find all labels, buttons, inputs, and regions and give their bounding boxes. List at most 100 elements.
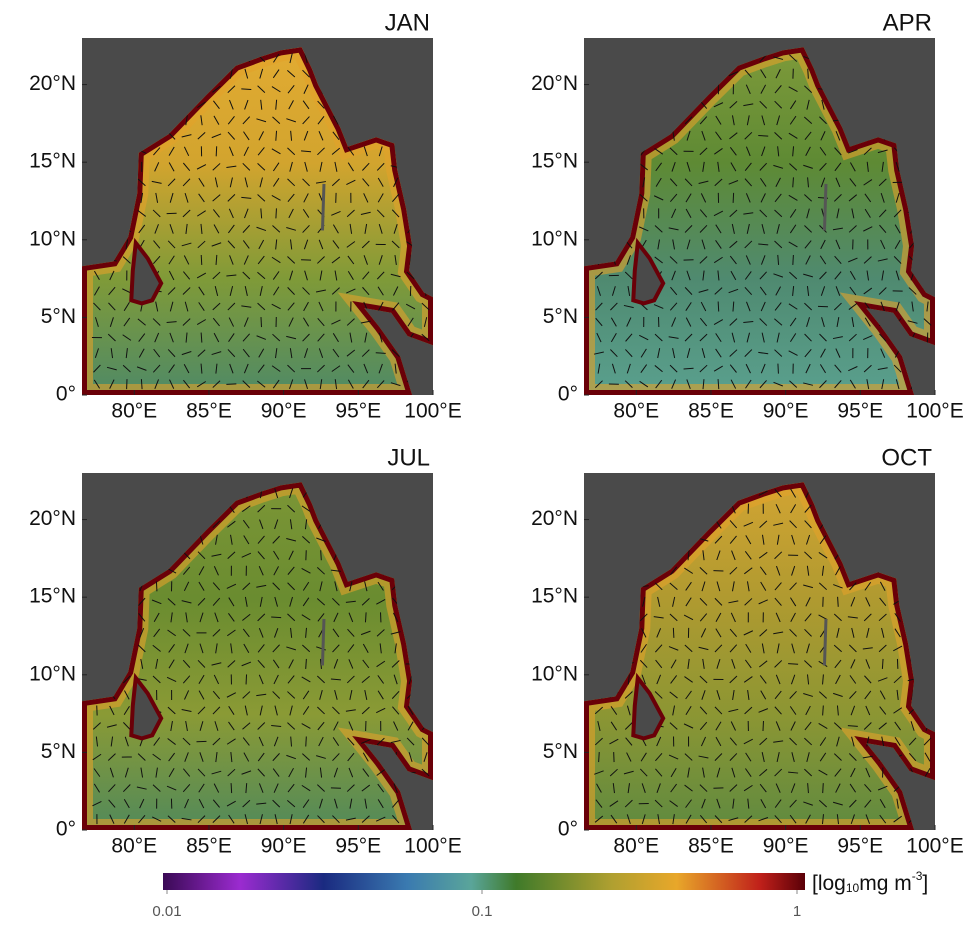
x-tick-label: 80°E [613, 400, 659, 423]
current-vector [669, 147, 678, 156]
current-vector [745, 535, 752, 545]
current-vector [290, 130, 293, 141]
current-vector [393, 674, 398, 685]
current-vector [864, 675, 872, 684]
current-vector [243, 317, 249, 327]
current-vector [287, 147, 296, 156]
current-vector [315, 181, 326, 184]
current-vector [863, 256, 872, 264]
current-vector [893, 707, 903, 714]
current-vector [274, 519, 279, 530]
current-vector [728, 817, 739, 821]
current-vector [777, 363, 779, 374]
x-tick-label: 85°E [186, 835, 232, 858]
current-vector [305, 736, 307, 747]
current-vector [361, 598, 370, 606]
x-tick-label: 95°E [335, 400, 381, 423]
current-vector [319, 690, 323, 700]
y-tick-label: 10°N [531, 227, 578, 250]
current-vector [761, 752, 765, 763]
current-vector [227, 768, 236, 777]
current-vector [227, 349, 236, 358]
current-vector [863, 287, 873, 295]
current-vector [790, 783, 796, 793]
current-vector [256, 802, 267, 805]
x-tick-label: 90°E [763, 835, 809, 858]
current-vector [271, 365, 281, 372]
current-vector [347, 644, 355, 653]
current-vector [302, 597, 310, 607]
current-vector [319, 161, 323, 172]
current-vector [774, 768, 783, 777]
current-vector [185, 612, 188, 623]
island [822, 183, 828, 231]
current-vector [152, 255, 161, 265]
current-vector [821, 565, 825, 576]
current-vector [611, 286, 616, 296]
current-vector [272, 799, 281, 808]
x-tick-label: 80°E [111, 400, 157, 423]
current-vector [743, 738, 753, 745]
current-vector [760, 84, 767, 94]
current-vector [701, 130, 706, 141]
current-vector [301, 723, 311, 729]
current-vector [286, 754, 296, 760]
current-vector [851, 208, 855, 219]
current-vector [256, 693, 267, 697]
current-vector [168, 768, 175, 778]
current-vector [364, 223, 368, 234]
current-vector [774, 85, 782, 94]
current-vector [609, 800, 619, 807]
current-vector [774, 582, 782, 591]
current-vector [626, 317, 632, 327]
current-vector [717, 301, 720, 312]
current-vector [594, 770, 604, 775]
current-vector [638, 226, 649, 232]
current-vector [821, 99, 825, 110]
current-vector [670, 659, 677, 669]
current-vector [407, 721, 414, 731]
current-vector [332, 224, 339, 234]
current-vector [257, 752, 265, 762]
current-vector [774, 209, 783, 218]
current-vector [758, 708, 769, 713]
current-vector [183, 581, 190, 592]
current-vector [833, 644, 842, 653]
current-vector [896, 689, 899, 700]
current-vector [731, 223, 735, 234]
current-vector [758, 599, 769, 605]
current-vector [274, 627, 279, 638]
current-vector [290, 627, 293, 638]
current-vector [274, 814, 278, 825]
current-vector [847, 149, 858, 154]
current-vector [806, 285, 810, 297]
current-vector [744, 567, 753, 575]
current-vector [286, 335, 297, 340]
current-vector [123, 705, 130, 715]
current-vector [304, 519, 308, 530]
current-vector [671, 270, 676, 281]
current-vector [849, 162, 856, 172]
current-vector [302, 100, 310, 110]
current-vector [258, 628, 264, 638]
current-vector [394, 254, 397, 265]
current-vector [732, 301, 735, 312]
current-vector [227, 520, 236, 528]
current-vector [729, 566, 738, 575]
y-tick-label: 0° [558, 383, 578, 406]
current-vector [390, 273, 401, 278]
current-vector [701, 798, 706, 809]
unit-sub: 10 [846, 881, 860, 895]
current-vector [744, 178, 753, 187]
current-vector [272, 691, 281, 699]
current-vector [849, 379, 856, 389]
current-vector [271, 194, 281, 201]
current-vector [729, 520, 738, 529]
current-vector [198, 566, 205, 576]
current-vector [774, 551, 783, 560]
unit-part: ] [922, 872, 928, 895]
current-vector [714, 597, 723, 606]
current-vector [109, 705, 115, 716]
current-vector [788, 132, 798, 139]
current-vector [302, 706, 310, 715]
